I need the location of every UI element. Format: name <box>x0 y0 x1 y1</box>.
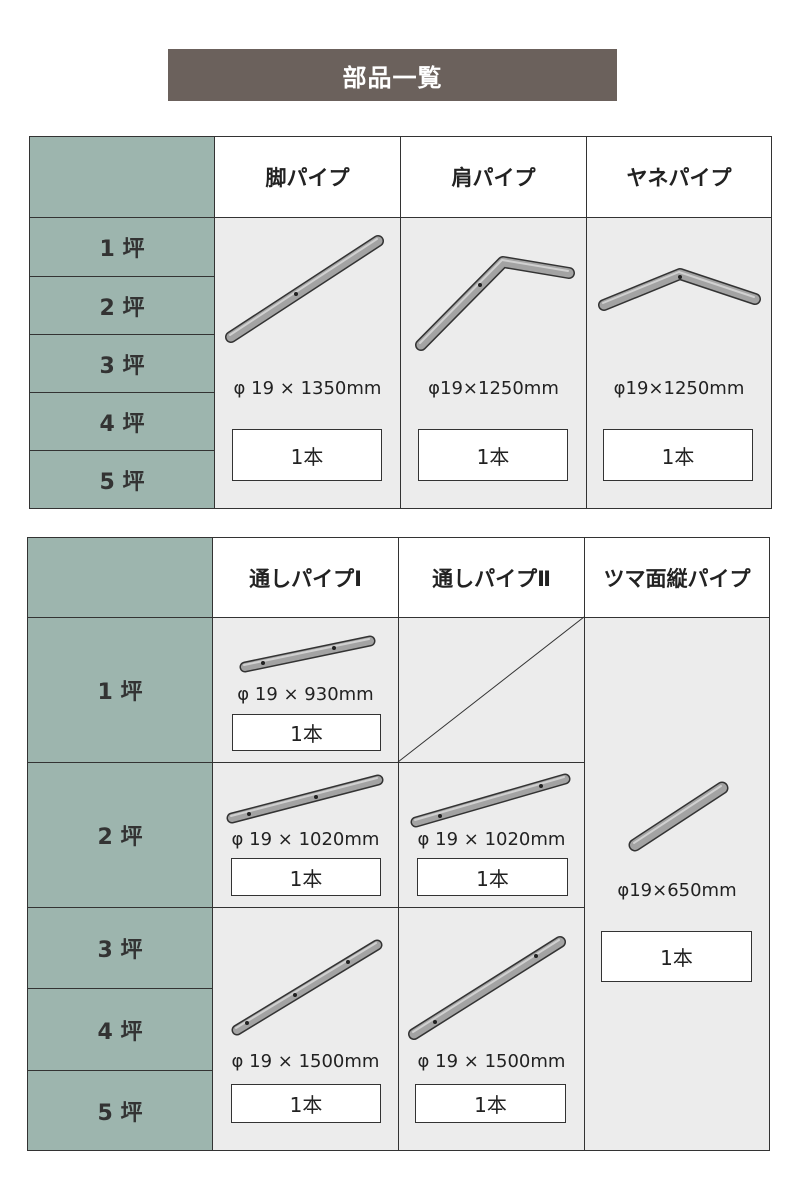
through-pipe-1-qty: 1本 <box>232 714 381 751</box>
page-title: 部品一覧 <box>168 49 617 101</box>
header-through-pipe-2: 通しパイプⅡ <box>398 537 585 618</box>
through-pipe-2-spec: φ 19 × 1020mm <box>417 829 566 850</box>
row-label: 2 坪 <box>27 762 213 908</box>
through-pipe-2-qty: 1本 <box>415 1084 566 1123</box>
row-label: 5 坪 <box>27 1070 213 1151</box>
through-pipe-1-spec: φ 19 × 930mm <box>237 684 374 705</box>
row-label: 3 坪 <box>27 907 213 989</box>
header-through-pipe-1: 通しパイプⅠ <box>212 537 399 618</box>
leg-pipe-spec: φ 19 × 1350mm <box>233 378 382 399</box>
row-label: 3 坪 <box>29 334 215 393</box>
row-label: 1 坪 <box>29 217 215 277</box>
through-pipe-1-qty: 1本 <box>231 858 381 896</box>
corner-cell <box>27 537 213 618</box>
shoulder-pipe-qty: 1本 <box>418 429 568 481</box>
through-pipe-1-spec: φ 19 × 1020mm <box>231 829 380 850</box>
shoulder-pipe-spec: φ19×1250mm <box>428 378 559 399</box>
through-pipe-1-spec: φ 19 × 1500mm <box>231 1051 380 1072</box>
header-leg-pipe: 脚パイプ <box>214 136 401 218</box>
header-shoulder-pipe: 肩パイプ <box>400 136 587 218</box>
gable-pipe-cell <box>584 617 770 1151</box>
gable-pipe-qty: 1本 <box>601 931 752 982</box>
row-label: 4 坪 <box>27 988 213 1071</box>
through-pipe-2-qty: 1本 <box>417 858 568 896</box>
through-pipe-1-qty: 1本 <box>231 1084 381 1123</box>
leg-pipe-qty: 1本 <box>232 429 382 481</box>
empty-cell <box>398 617 585 763</box>
row-label: 5 坪 <box>29 450 215 509</box>
row-label: 2 坪 <box>29 276 215 335</box>
header-gable-vertical-pipe: ツマ面縦パイプ <box>584 537 770 618</box>
corner-cell <box>29 136 215 218</box>
row-label: 4 坪 <box>29 392 215 451</box>
roof-pipe-qty: 1本 <box>603 429 753 481</box>
row-label: 1 坪 <box>27 617 213 763</box>
roof-pipe-spec: φ19×1250mm <box>613 378 745 399</box>
through-pipe-2-spec: φ 19 × 1500mm <box>417 1051 566 1072</box>
header-roof-pipe: ヤネパイプ <box>586 136 772 218</box>
gable-pipe-spec: φ19×650mm <box>617 880 737 901</box>
